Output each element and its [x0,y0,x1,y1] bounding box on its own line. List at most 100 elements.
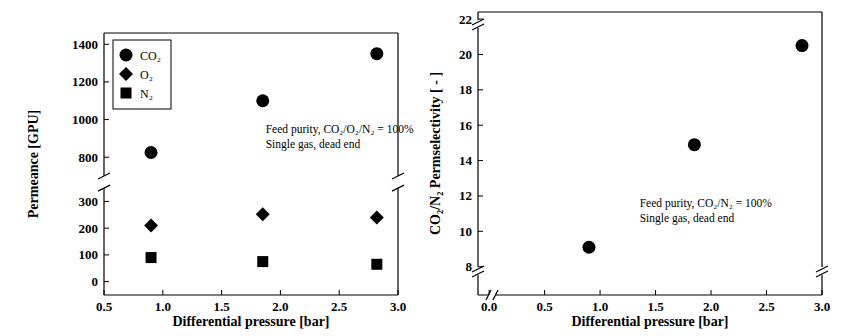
x-tick-label: 2.5 [758,299,775,314]
y-axis-line [103,33,104,176]
x-tick-label: 1.0 [155,299,171,314]
y-tick-label: 1200 [72,74,98,89]
y-tick [104,157,109,158]
axis-break-mark [392,173,404,179]
x-tick [162,290,163,295]
y-tick-label: 22 [459,12,472,27]
frame-top [104,32,398,33]
y-tick [478,54,483,55]
x-axis-line [478,294,822,295]
chart: 0.51.01.52.02.53.00100200300800100012001… [26,33,414,329]
marker-square [121,88,132,99]
marker-square [371,259,382,270]
y-tick-label: 14 [459,153,473,168]
x-tick [766,290,767,295]
x-tick-label: 3.0 [390,299,406,314]
marker-diamond [370,211,384,225]
plot-area [582,39,808,254]
x-tick-label: 1.0 [592,299,608,314]
legend-label: O₂ [140,68,153,82]
series [145,47,384,159]
axis-break-mark [816,266,828,272]
y-axis-label: CO₂/N₂ Permselectivity [ - ] [428,72,443,235]
legend: CO₂O₂N₂ [113,40,171,109]
axis-break-mark [816,271,828,277]
y-tick [478,231,483,232]
marker-circle [256,94,269,107]
y-tick-label: 18 [459,82,473,97]
y-tick-label: 300 [79,194,99,209]
y-axis-line [103,188,104,295]
x-tick-label: 2.5 [331,299,348,314]
y-tick-label: 800 [79,150,99,165]
marker-circle [796,39,809,52]
x-axis-label: Differential pressure [bar] [571,314,728,329]
marker-circle [582,241,595,254]
y-tick [104,44,109,45]
chart-canvas: 0.51.01.52.02.53.00100200300800100012001… [0,0,854,336]
marker-square [257,256,268,267]
y-tick-label: 20 [459,47,472,62]
y-tick-label: 10 [459,224,472,239]
y-tick-label: 16 [459,118,473,133]
y-tick-label: 8 [466,259,473,274]
y-tick [478,125,483,126]
x-axis-label: Differential pressure [bar] [172,314,329,329]
axis-break-mark [472,24,484,30]
y-tick-label: 200 [79,221,99,236]
series [146,252,383,270]
annotation: Feed purity, CO₂/O₂/N₂ = 100% [266,123,414,136]
y-tick-label: 12 [459,188,472,203]
x-tick-label: 0.5 [536,299,553,314]
annotation: Single gas, dead end [266,138,361,151]
annotation: Feed purity, CO₂/N₂ = 100% [640,197,773,210]
y-tick-label: 1400 [72,37,98,52]
marker-diamond [144,219,158,233]
background [0,0,854,336]
x-tick-label: 1.5 [213,299,230,314]
y-tick-label: 100 [79,247,99,262]
x-tick [398,290,399,295]
x-tick-label: 1.5 [647,299,664,314]
marker-circle [688,138,701,151]
axis-break-mark [392,185,404,191]
y-tick [478,160,483,161]
marker-diamond [256,207,270,221]
marker-circle [145,146,158,159]
marker-square [146,252,157,263]
axis-break-mark [472,266,484,272]
x-tick [489,290,490,295]
x-tick [280,290,281,295]
x-tick-label: 3.0 [814,299,830,314]
y-tick [478,195,483,196]
marker-circle [120,49,133,62]
marker-diamond [119,67,133,81]
axis-break-mark [98,185,110,191]
frame-right [397,33,398,176]
y-tick [104,81,109,82]
y-tick [104,254,109,255]
series [582,39,808,254]
legend-label: N₂ [140,87,153,101]
y-tick [478,19,483,20]
series [144,207,384,232]
frame-top [478,11,822,12]
y-tick [104,281,109,282]
y-axis-label: Permeance [GPU] [26,110,41,218]
x-tick [822,290,823,295]
frame-right [397,188,398,295]
x-tick [339,290,340,295]
x-tick [600,290,601,295]
x-tick [221,290,222,295]
x-tick [104,290,105,295]
annotation: Single gas, dead end [640,212,735,225]
y-tick-label: 0 [92,274,99,289]
y-tick [478,89,483,90]
y-tick [478,266,483,267]
axis-break-mark [472,271,484,277]
x-tick-label: 0.0 [481,299,497,314]
axis-break-mark [472,19,484,25]
x-tick [655,290,656,295]
x-tick [711,290,712,295]
y-tick [104,228,109,229]
